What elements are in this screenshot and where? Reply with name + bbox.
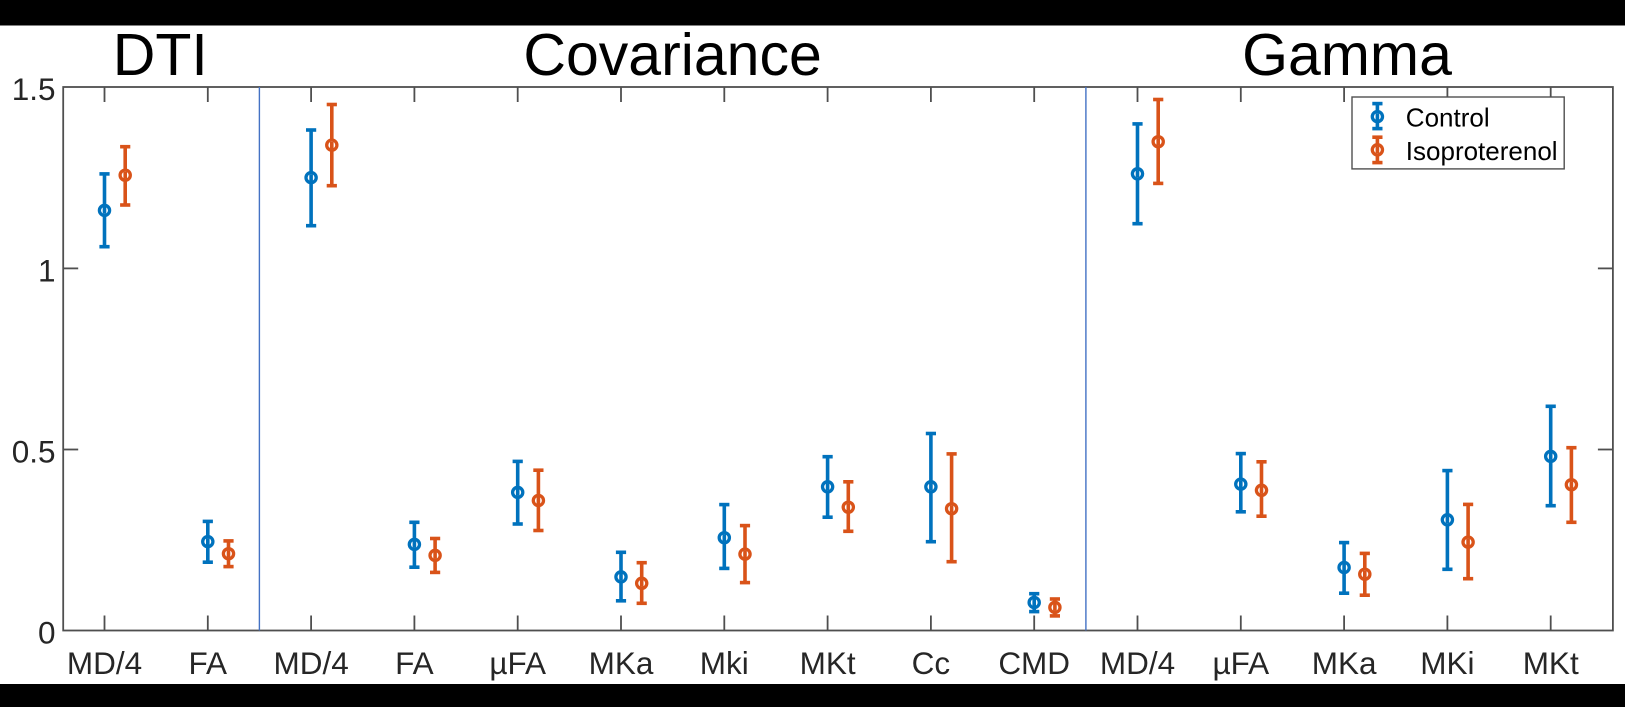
svg-text:FA: FA xyxy=(189,645,228,681)
svg-text:Mki: Mki xyxy=(700,645,749,681)
svg-text:1: 1 xyxy=(38,252,56,288)
svg-text:Control: Control xyxy=(1406,103,1490,133)
svg-text:MD/4: MD/4 xyxy=(273,645,348,681)
svg-text:MD/4: MD/4 xyxy=(67,645,142,681)
svg-text:DTI: DTI xyxy=(113,22,208,88)
svg-text:MKa: MKa xyxy=(1312,645,1377,681)
svg-text:Covariance: Covariance xyxy=(523,22,821,88)
svg-text:Cc: Cc xyxy=(912,645,951,681)
svg-text:µFA: µFA xyxy=(1212,645,1269,681)
svg-text:MKa: MKa xyxy=(589,645,654,681)
svg-text:Isoproterenol: Isoproterenol xyxy=(1406,136,1558,166)
svg-text:MKt: MKt xyxy=(1523,645,1579,681)
svg-text:MKt: MKt xyxy=(800,645,856,681)
svg-text:MD/4: MD/4 xyxy=(1100,645,1175,681)
svg-text:FA: FA xyxy=(395,645,434,681)
svg-text:Gamma: Gamma xyxy=(1242,22,1452,88)
svg-text:0: 0 xyxy=(38,615,56,651)
svg-text:0.5: 0.5 xyxy=(12,434,56,470)
svg-text:MKi: MKi xyxy=(1420,645,1474,681)
svg-text:CMD: CMD xyxy=(998,645,1070,681)
svg-text:µFA: µFA xyxy=(489,645,546,681)
svg-text:1.5: 1.5 xyxy=(12,71,56,107)
